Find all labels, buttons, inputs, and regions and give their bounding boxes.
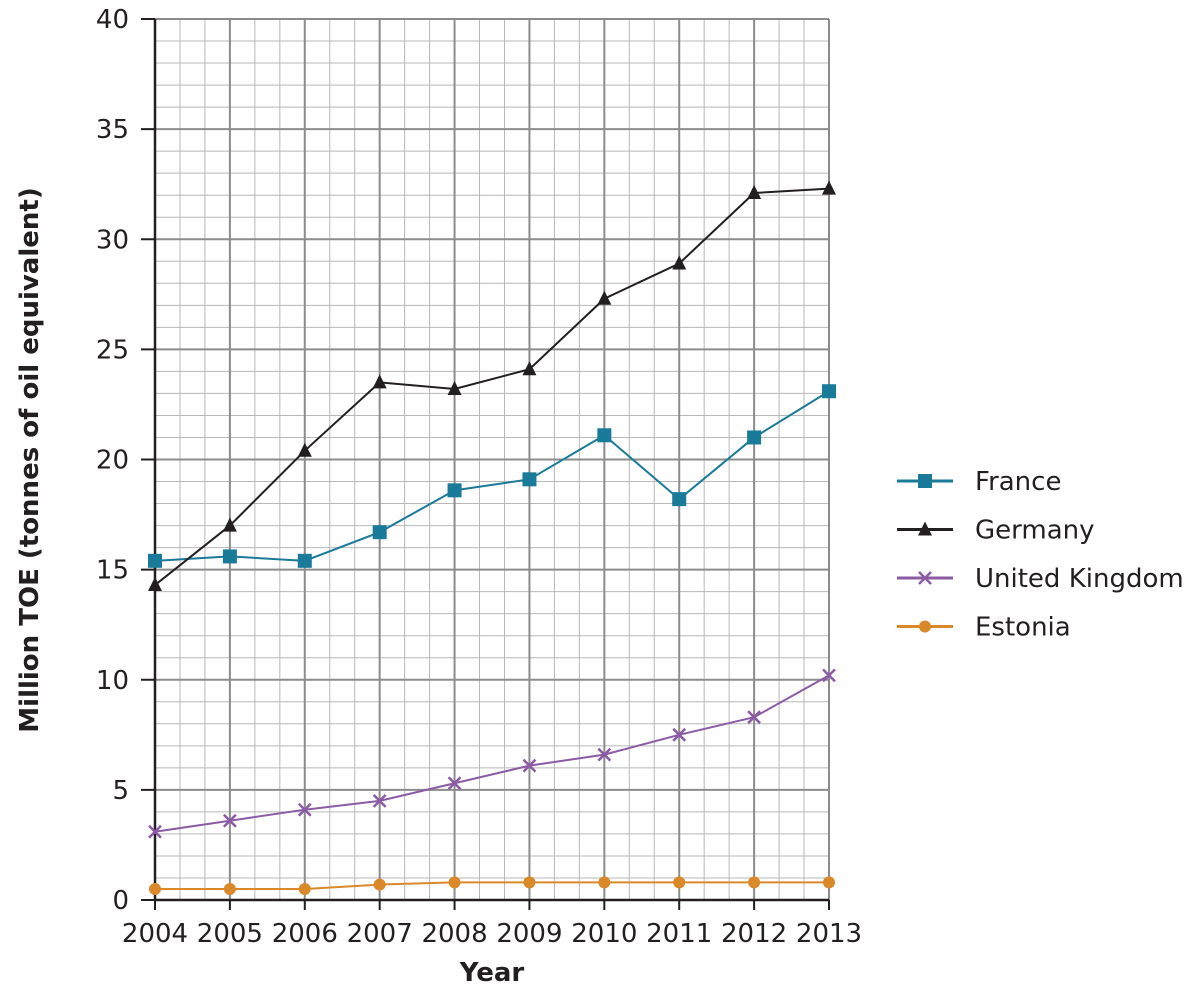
legend-marker [918,521,932,536]
x-tick-label: 2009 [496,919,562,949]
y-axis-ticks: 0 5 10 15 20 25 30 35 40 [96,5,155,916]
data-point-estonia [598,876,611,889]
legend-label: France [975,467,1061,497]
data-point-france [148,553,162,568]
y-tick-label: 15 [96,556,129,586]
data-point-estonia [223,882,236,895]
data-point-france [597,428,612,443]
y-tick-label: 35 [96,115,129,145]
legend-item-estonia: Estonia [897,613,1071,643]
series-france [148,384,836,568]
series-line-united-kingdom [154,674,830,833]
legend-item-united-kingdom: United Kingdom [897,564,1184,594]
legend-item-france: France [897,467,1061,497]
data-point-united-kingdom [223,813,237,828]
y-tick-label: 30 [96,225,129,255]
x-tick-label: 2010 [571,919,637,949]
data-point-estonia [823,876,835,889]
data-point-france [522,472,537,487]
y-tick-label: 0 [112,886,129,916]
series-line-france [154,390,830,562]
series-line-estonia [155,881,829,890]
data-point-estonia [373,878,386,891]
y-axis-title: Million TOE (tonnes of oil equivalent) [15,187,45,732]
x-axis-ticks: 2004 2005 2006 2007 2008 2009 2010 2011 2012 2013 [122,900,862,949]
data-point-estonia [298,882,311,895]
x-tick-label: 2012 [721,919,787,949]
data-point-united-kingdom [447,776,462,791]
data-point-estonia [448,876,461,889]
data-point-united-kingdom [672,727,687,742]
x-tick-label: 2007 [347,919,413,949]
data-point-united-kingdom [148,824,162,839]
data-point-united-kingdom [372,794,387,808]
data-point-united-kingdom [597,747,612,762]
minor-grid [155,19,829,900]
data-point-france [297,553,312,568]
data-point-united-kingdom [747,710,761,725]
data-point-estonia [748,876,761,889]
data-point-germany [372,374,387,389]
series-united-kingdom [148,668,836,839]
legend-marker [918,571,932,585]
data-point-estonia [523,876,536,889]
legend-label: United Kingdom [975,564,1184,594]
legend-marker [919,620,931,633]
y-tick-label: 25 [96,335,129,365]
data-point-germany [522,361,537,376]
x-tick-label: 2004 [122,919,188,949]
data-point-germany [148,577,162,592]
x-tick-label: 2011 [646,919,712,949]
legend-marker [918,474,932,488]
x-tick-label: 2006 [272,919,338,949]
y-tick-label: 40 [96,5,129,35]
y-tick-label: 20 [96,446,129,476]
legend-label: Germany [975,516,1095,546]
series-germany [148,180,836,592]
data-point-germany [822,180,836,195]
series-line-germany [154,187,830,586]
data-point-germany [447,381,462,396]
data-point-estonia [673,876,686,889]
x-axis-title: Year [459,958,525,988]
y-tick-label: 5 [112,776,129,806]
data-point-france [222,549,237,564]
data-point-france [372,525,387,540]
data-point-estonia [149,882,161,895]
data-point-france [822,384,836,399]
x-tick-label: 2013 [796,919,862,949]
data-point-united-kingdom [522,758,537,773]
data-point-germany [672,255,687,270]
legend: France Germany United Kingdom Estonia [897,467,1184,643]
data-point-france [747,430,762,445]
data-point-united-kingdom [822,668,836,683]
data-point-united-kingdom [297,802,312,817]
data-point-germany [222,517,237,532]
legend-item-germany: Germany [897,516,1095,546]
data-point-germany [747,184,762,199]
series-layer [148,180,836,895]
series-estonia [149,876,835,895]
data-point-france [672,492,687,507]
x-tick-label: 2005 [197,919,263,949]
x-tick-label: 2008 [421,919,487,949]
data-point-france [447,483,462,498]
major-grid [155,18,830,900]
data-point-germany [297,442,312,457]
data-point-germany [597,290,612,305]
legend-label: Estonia [975,613,1071,643]
y-tick-label: 10 [96,666,129,696]
